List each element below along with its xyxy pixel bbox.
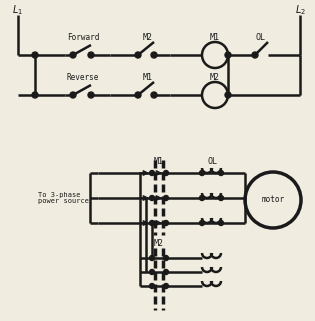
Circle shape [150,195,154,201]
Circle shape [88,92,94,98]
Circle shape [199,195,204,201]
Circle shape [32,92,38,98]
Text: $L_1$: $L_1$ [13,3,24,17]
Circle shape [70,92,76,98]
Circle shape [163,256,169,261]
Circle shape [70,52,76,58]
Circle shape [135,52,141,58]
Text: M1: M1 [210,33,220,42]
Text: M1: M1 [154,158,164,167]
Circle shape [219,221,224,225]
Text: M2: M2 [143,33,153,42]
Circle shape [225,52,231,58]
Text: Reverse: Reverse [67,74,99,82]
Text: To 3-phase
power source: To 3-phase power source [38,192,89,204]
Text: M2: M2 [210,74,220,82]
Circle shape [150,256,154,261]
Text: $L_2$: $L_2$ [295,3,306,17]
Text: motor: motor [261,195,284,204]
Circle shape [32,52,38,58]
Text: M2: M2 [154,239,164,248]
Circle shape [199,170,204,176]
Circle shape [150,221,154,225]
Text: OL: OL [208,158,218,167]
Circle shape [163,221,169,225]
Circle shape [219,195,224,201]
Circle shape [135,92,141,98]
Circle shape [150,170,154,176]
Circle shape [150,283,154,289]
Circle shape [150,270,154,274]
Circle shape [88,52,94,58]
Text: Forward: Forward [67,33,99,42]
Text: M1: M1 [143,74,153,82]
Circle shape [163,195,169,201]
Text: OL: OL [256,33,266,42]
Circle shape [163,270,169,274]
Circle shape [199,221,204,225]
Circle shape [219,170,224,176]
Circle shape [225,92,231,98]
Circle shape [151,52,157,58]
Circle shape [252,52,258,58]
Circle shape [163,170,169,176]
Circle shape [151,92,157,98]
Circle shape [163,283,169,289]
